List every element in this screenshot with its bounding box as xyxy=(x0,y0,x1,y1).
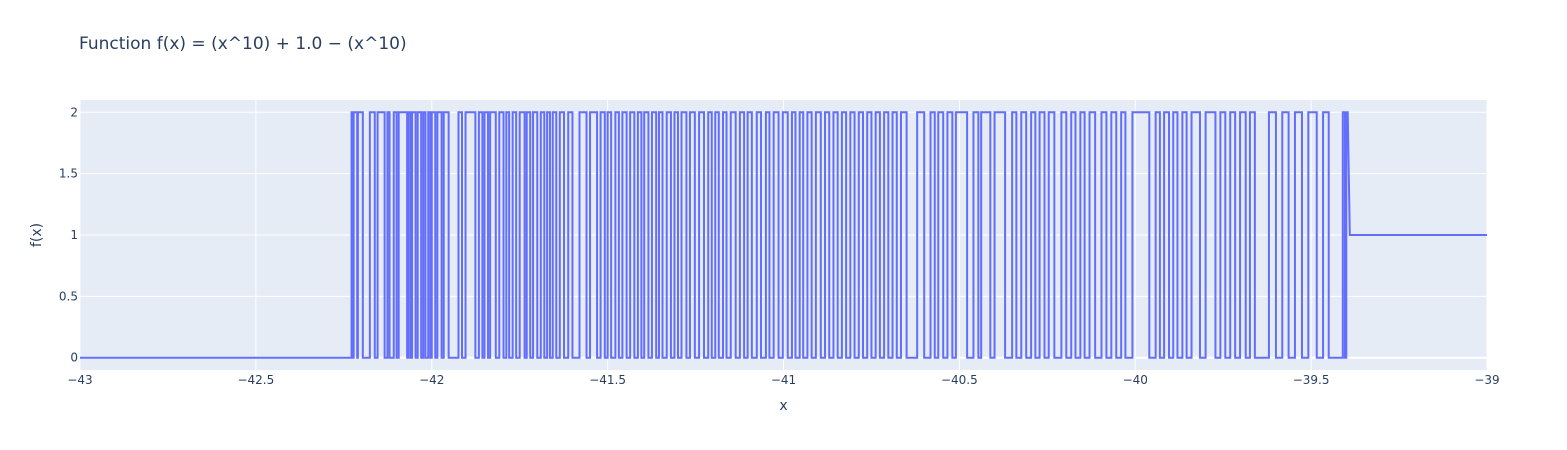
x-tick-label: −43 xyxy=(67,373,92,387)
x-tick-label: −40 xyxy=(1123,373,1148,387)
series-line xyxy=(80,111,1487,359)
y-tick-label: 0.5 xyxy=(59,289,78,303)
y-tick-label: 0 xyxy=(70,351,78,365)
x-tick-label: −42 xyxy=(419,373,444,387)
x-tick-label: −39 xyxy=(1474,373,1499,387)
y-tick-label: 1 xyxy=(70,228,78,242)
x-axis-title: x xyxy=(779,398,787,414)
x-tick-label: −41.5 xyxy=(589,373,626,387)
chart-title: Function f(x) = (x^10) + 1.0 − (x^10) xyxy=(79,34,407,54)
x-tick-label: −39.5 xyxy=(1293,373,1330,387)
y-tick-label: 1.5 xyxy=(59,167,78,181)
series-line-layer xyxy=(80,111,1487,359)
x-tick-label: −42.5 xyxy=(237,373,274,387)
x-tick-label: −40.5 xyxy=(941,373,978,387)
y-axis-ticks: 0 0.5 1 1.5 2 xyxy=(59,105,78,364)
y-axis-title: f(x) xyxy=(29,223,45,247)
y-tick-label: 2 xyxy=(70,105,78,119)
x-axis-ticks: −43 −42.5 −42 −41.5 −41 −40.5 −40 −39.5 −39 xyxy=(67,373,1499,387)
x-tick-label: −41 xyxy=(771,373,796,387)
